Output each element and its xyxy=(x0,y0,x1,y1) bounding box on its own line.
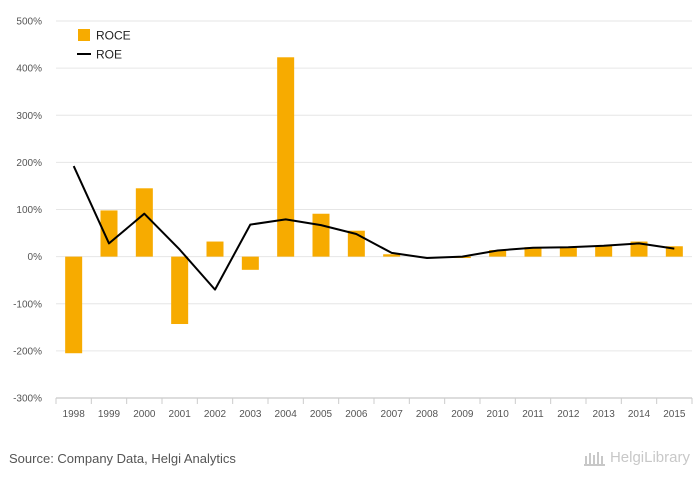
roce-bar xyxy=(206,241,224,257)
roce-bar xyxy=(595,245,613,257)
x-tick-label: 2002 xyxy=(204,409,227,420)
x-tick-label: 1999 xyxy=(98,409,121,420)
roce-bar xyxy=(241,256,259,270)
x-tick-label: 2006 xyxy=(345,409,368,420)
legend-roe-label: ROE xyxy=(96,48,122,62)
y-tick-label: 300% xyxy=(16,111,42,122)
y-tick-label: -100% xyxy=(13,299,42,310)
x-tick-label: 2012 xyxy=(557,409,580,420)
x-tick-label: 2005 xyxy=(310,409,333,420)
footer: Source: Company Data, Helgi Analytics He… xyxy=(0,437,700,483)
y-tick-label: -300% xyxy=(13,394,42,405)
x-tick-label: 2010 xyxy=(487,409,510,420)
brand-name: HelgiLibrary xyxy=(609,449,690,466)
roce-bar xyxy=(630,241,648,257)
library-icon xyxy=(583,451,605,466)
brand-logo[interactable]: HelgiLibrary xyxy=(583,449,690,466)
chart: 500% 400% 300% 200% 100% 0% -100% -200% -300% 199… xyxy=(13,17,693,420)
roce-bar xyxy=(665,246,683,257)
y-tick-label: 0% xyxy=(28,252,43,263)
y-tick-label: 100% xyxy=(16,205,42,216)
roce-bar xyxy=(383,254,401,257)
y-tick-label: 200% xyxy=(16,158,42,169)
roce-bar xyxy=(559,246,577,257)
x-tick-label: 2013 xyxy=(593,409,616,420)
roce-bar xyxy=(100,210,118,257)
roce-bar xyxy=(171,256,189,325)
source-note: Source: Company Data, Helgi Analytics xyxy=(9,451,236,466)
x-tick-label: 2008 xyxy=(416,409,439,420)
roce-bar xyxy=(489,250,507,257)
y-tick-label: 500% xyxy=(16,17,42,28)
x-tick-label: 2014 xyxy=(628,409,651,420)
roce-bar xyxy=(135,188,153,257)
x-tick-label: 2001 xyxy=(169,409,192,420)
roce-bar xyxy=(312,213,330,257)
roce-bar xyxy=(524,247,542,257)
roce-bar xyxy=(65,256,83,354)
y-tick-label: 400% xyxy=(16,64,42,75)
x-tick-label: 2011 xyxy=(522,409,544,420)
x-tick-label: 1998 xyxy=(63,409,86,420)
legend-roce-swatch xyxy=(78,29,90,41)
x-tick-label: 2015 xyxy=(663,409,686,420)
y-tick-label: -200% xyxy=(13,346,42,357)
x-tick-label: 2009 xyxy=(451,409,474,420)
x-tick-label: 2007 xyxy=(381,409,404,420)
roe-line xyxy=(72,165,675,291)
roce-bar xyxy=(277,57,295,257)
x-tick-label: 2004 xyxy=(275,409,298,420)
x-tick-label: 2000 xyxy=(133,409,156,420)
legend-roce-label: ROCE xyxy=(96,29,131,43)
x-tick-label: 2003 xyxy=(239,409,262,420)
